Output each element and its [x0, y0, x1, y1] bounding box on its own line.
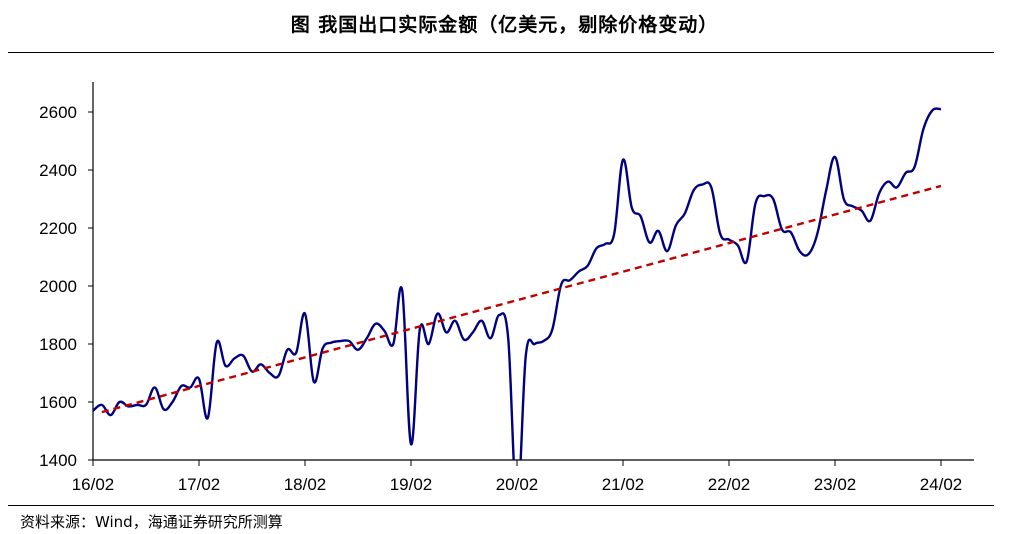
x-tick-label: 16/02	[72, 475, 115, 494]
x-tick-label: 22/02	[708, 475, 751, 494]
top-rule	[8, 52, 994, 53]
chart-series	[93, 107, 942, 460]
x-tick-label: 19/02	[390, 475, 433, 494]
x-tick-label: 17/02	[178, 475, 221, 494]
y-tick-label: 1800	[39, 335, 77, 354]
y-tick-label: 2200	[39, 219, 77, 238]
y-tick-label: 1600	[39, 393, 77, 412]
x-tick-label: 18/02	[284, 475, 327, 494]
bottom-rule	[8, 505, 994, 506]
chart-title: 图 我国出口实际金额（亿美元，剔除价格变动）	[290, 14, 719, 36]
y-tick-label: 2000	[39, 277, 77, 296]
x-tick-label: 20/02	[496, 475, 539, 494]
chart-ticks: 1400 1600 1800 2000 2200 2400 2600 16/02 17/02 18…	[39, 103, 962, 494]
source-note: 资料来源：Wind，海通证券研究所测算	[20, 513, 283, 531]
y-tick-label: 1400	[39, 451, 77, 470]
trend-line	[101, 184, 942, 414]
y-tick-label: 2600	[39, 103, 77, 122]
chart-axes	[92, 82, 974, 461]
export-series-line	[93, 107, 942, 460]
x-tick-label: 21/02	[602, 475, 645, 494]
x-tick-label: 23/02	[814, 475, 857, 494]
y-tick-label: 2400	[39, 161, 77, 180]
x-tick-label: 24/02	[920, 475, 963, 494]
